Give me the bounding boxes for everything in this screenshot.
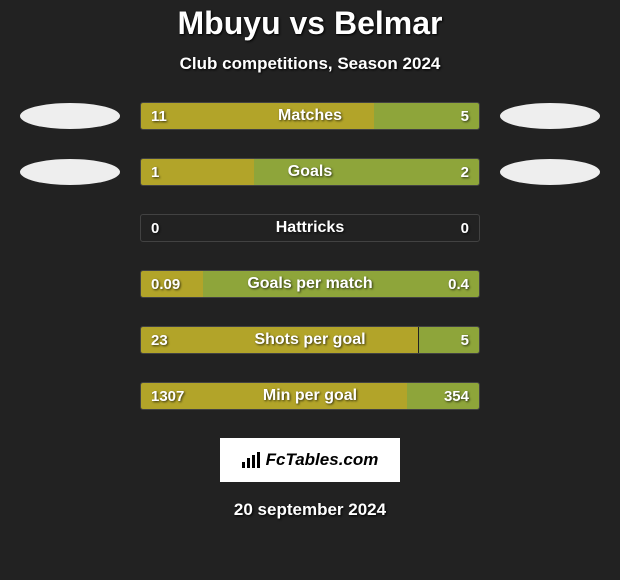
bar-segment-right — [419, 327, 480, 353]
left-value: 23 — [151, 327, 168, 353]
stat-row: 0.090.4Goals per match — [0, 270, 620, 298]
bar-segment-right — [254, 159, 479, 185]
bar-segment-left — [141, 327, 418, 353]
stat-bar: 0 0Hattricks — [140, 214, 480, 242]
stat-row: 12Goals — [0, 158, 620, 186]
right-value: 0.4 — [448, 271, 469, 297]
stat-row: 1307354Min per goal — [0, 382, 620, 410]
fctables-logo: FcTables.com — [220, 438, 401, 482]
player1-oval — [20, 159, 120, 185]
left-value: 1 — [151, 159, 159, 185]
right-value: 5 — [461, 327, 469, 353]
right-value: 354 — [444, 383, 469, 409]
stat-row: 115Matches — [0, 102, 620, 130]
stat-bar: 12Goals — [140, 158, 480, 186]
right-value: 0 — [461, 215, 469, 241]
right-value: 5 — [461, 103, 469, 129]
bar-segment-left — [141, 103, 374, 129]
right-value: 2 — [461, 159, 469, 185]
stat-bar: 1307354Min per goal — [140, 382, 480, 410]
left-value: 0 — [151, 215, 159, 241]
stat-bar: 115Matches — [140, 102, 480, 130]
stat-bar: 235Shots per goal — [140, 326, 480, 354]
bar-segment-right — [203, 271, 479, 297]
logo-text: FcTables.com — [266, 450, 379, 470]
comparison-rows: 115Matches12Goals00Hattricks0.090.4Goals… — [0, 102, 620, 410]
stat-label: Hattricks — [141, 215, 479, 241]
player1-oval — [20, 103, 120, 129]
player2-oval — [500, 103, 600, 129]
left-value: 1307 — [151, 383, 184, 409]
subtitle: Club competitions, Season 2024 — [0, 54, 620, 74]
stat-row: 235Shots per goal — [0, 326, 620, 354]
stat-bar: 0.090.4Goals per match — [140, 270, 480, 298]
left-value: 11 — [151, 103, 167, 129]
date-label: 20 september 2024 — [0, 500, 620, 520]
chart-icon — [242, 452, 260, 468]
left-value: 0.09 — [151, 271, 180, 297]
player2-oval — [500, 159, 600, 185]
page-title: Mbuyu vs Belmar — [0, 5, 620, 42]
stat-row: 0 0Hattricks — [0, 214, 620, 242]
